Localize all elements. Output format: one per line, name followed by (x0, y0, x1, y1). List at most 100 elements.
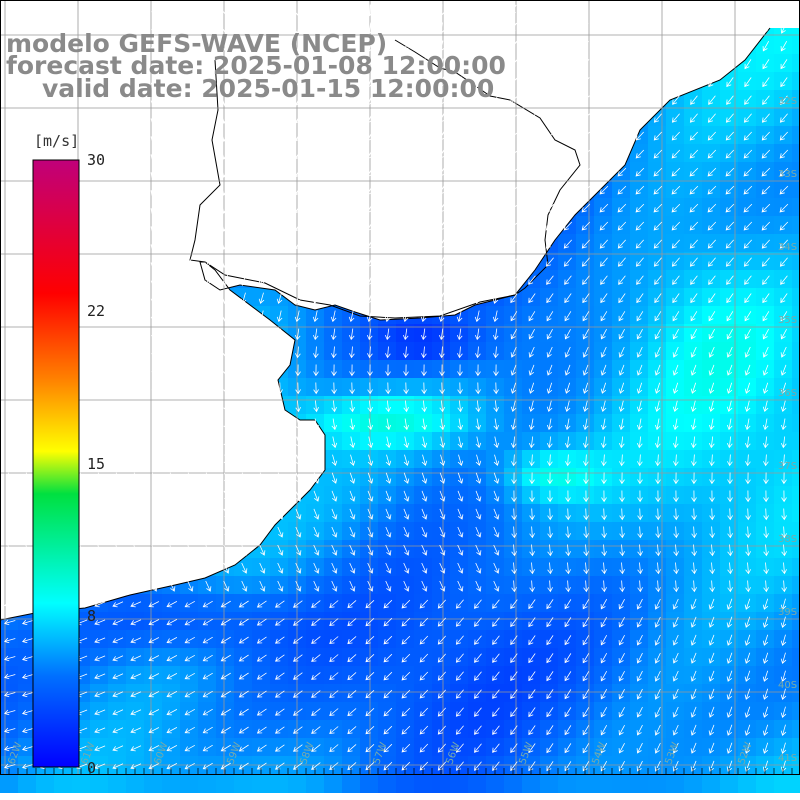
wind-arrow (7, 436, 14, 449)
wind-arrow (582, 311, 590, 322)
wind-cell (540, 378, 559, 397)
wind-arrow (599, 185, 609, 195)
wind-arrow (474, 725, 482, 735)
wind-arrow (420, 274, 427, 286)
wind-arrow (241, 382, 247, 395)
wind-arrow (133, 22, 139, 35)
wind-arrow (744, 724, 751, 736)
wind-cell (144, 756, 163, 775)
wind-cell (504, 342, 523, 361)
wind-cell (684, 432, 703, 451)
wind-arrow (384, 202, 391, 214)
wind-cell (396, 738, 415, 757)
wind-cell (756, 198, 775, 217)
wind-cell (648, 702, 667, 721)
wind-cell (630, 234, 649, 253)
wind-arrow (384, 256, 391, 268)
wind-arrow (151, 580, 158, 592)
wind-arrow (21, 655, 34, 662)
wind-cell (648, 270, 667, 289)
wind-cell (342, 396, 361, 415)
wind-cell (684, 162, 703, 181)
wind-arrow (25, 562, 32, 574)
wind-cell (558, 756, 577, 775)
wind-cell (342, 378, 361, 397)
wind-arrow (510, 617, 518, 628)
wind-cell (684, 594, 703, 613)
wind-arrow (635, 149, 645, 159)
wind-cell (684, 324, 703, 343)
wind-arrow (6, 256, 13, 268)
wind-arrow (347, 708, 357, 717)
wind-arrow (259, 454, 266, 467)
wind-arrow (762, 706, 769, 718)
wind-cell (288, 756, 307, 775)
wind-cell (414, 738, 433, 757)
wind-cell (486, 774, 505, 793)
wind-cell (702, 522, 721, 541)
wind-arrow (671, 257, 680, 267)
wind-cell (666, 594, 685, 613)
wind-cell (594, 738, 613, 757)
wind-arrow (114, 292, 121, 305)
wind-arrow (492, 310, 499, 323)
wind-arrow (78, 76, 85, 89)
wind-arrow (707, 131, 716, 141)
wind-arrow (168, 166, 175, 178)
wind-arrow (294, 184, 301, 196)
wind-arrow (114, 112, 121, 124)
wind-arrow (276, 112, 283, 124)
wind-arrow (329, 690, 339, 698)
wind-arrow (112, 709, 124, 716)
wind-arrow (690, 616, 697, 628)
wind-cell (432, 324, 451, 343)
wind-cell (738, 234, 757, 253)
wind-cell (630, 666, 649, 685)
wind-arrow (222, 202, 229, 214)
wind-cell (468, 720, 487, 739)
wind-arrow (510, 635, 518, 646)
wind-arrow (166, 673, 178, 680)
wind-arrow (763, 508, 769, 521)
wind-arrow (636, 418, 643, 431)
wind-cell (360, 612, 379, 631)
wind-arrow (654, 346, 661, 358)
wind-cell (360, 774, 379, 793)
wind-cell (396, 594, 415, 613)
wind-arrow (294, 94, 301, 106)
wind-arrow (691, 472, 697, 485)
wind-arrow (636, 382, 643, 394)
wind-arrow (781, 544, 787, 557)
wind-arrow (151, 436, 158, 449)
wind-arrow (727, 562, 733, 575)
wind-arrow (259, 544, 266, 556)
wind-cell (648, 198, 667, 217)
wind-arrow (349, 382, 355, 395)
wind-arrow (509, 185, 519, 195)
wind-arrow (600, 436, 607, 449)
wind-arrow (186, 220, 193, 232)
wind-cell (288, 360, 307, 379)
wind-arrow (240, 274, 247, 286)
wind-arrow (114, 58, 121, 71)
wind-arrow (581, 203, 591, 213)
wind-arrow (132, 292, 139, 305)
wind-arrow (383, 689, 393, 699)
wind-arrow (330, 292, 337, 305)
wind-arrow (168, 310, 175, 323)
wind-cell (342, 324, 361, 343)
wind-arrow (276, 94, 283, 106)
wind-arrow (492, 130, 499, 142)
wind-arrow (618, 599, 625, 610)
wind-arrow (402, 130, 409, 142)
wind-arrow (564, 77, 572, 88)
wind-cell (648, 666, 667, 685)
wind-cell (198, 702, 217, 721)
wind-cell (378, 702, 397, 721)
wind-cell (774, 198, 793, 217)
wind-arrow (725, 149, 735, 159)
wind-arrow (761, 185, 771, 195)
wind-arrow (636, 742, 643, 754)
wind-cell (540, 540, 559, 559)
wind-arrow (636, 4, 643, 16)
